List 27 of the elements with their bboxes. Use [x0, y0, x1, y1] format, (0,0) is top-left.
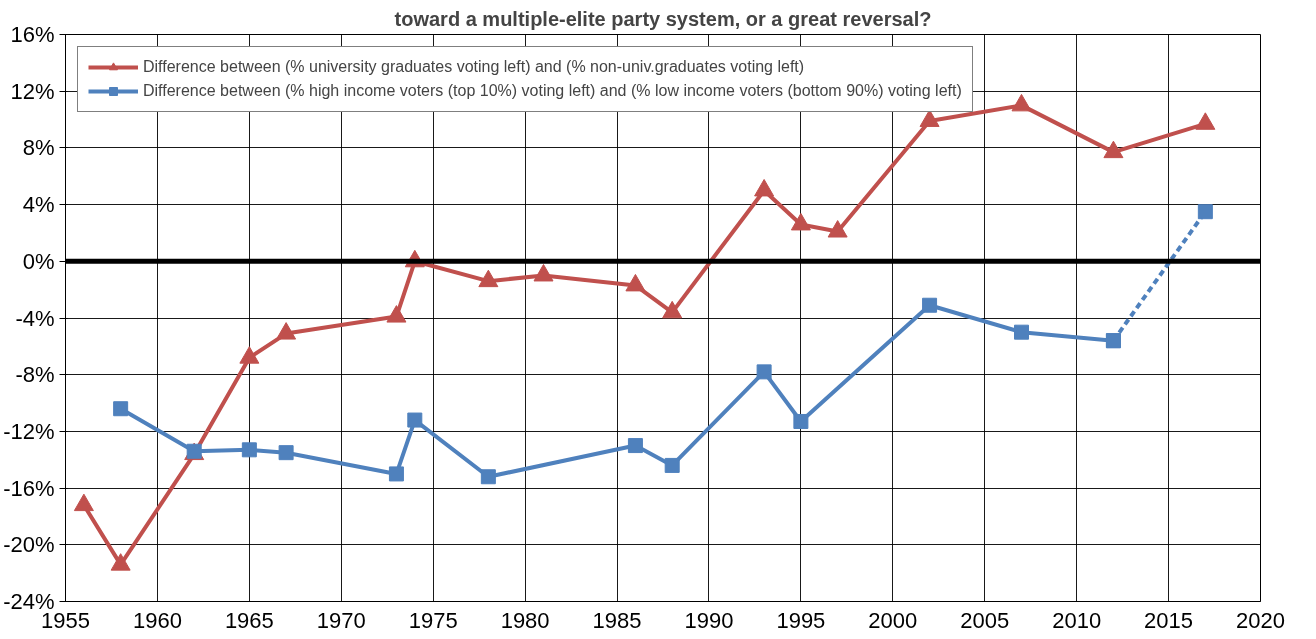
- legend-label: Difference between (% university graduates voting left) and (% non-univ.graduates voting left): [143, 58, 805, 76]
- legend-label: Difference between (% high income voters (top 10%) voting left) and (% low income voters (bottom 90%) voting left): [143, 82, 962, 100]
- y-tick-label: -12%: [3, 418, 55, 444]
- x-tick-label: 1985: [592, 607, 642, 633]
- y-tick-label: 0%: [22, 248, 55, 274]
- x-tick-label: 1990: [684, 607, 734, 633]
- y-tick-label: 8%: [22, 135, 55, 161]
- x-tick-label: 2010: [1052, 607, 1102, 633]
- y-tick-label: -20%: [3, 532, 55, 558]
- x-tick-label: 2005: [960, 607, 1010, 633]
- y-tick-label: 4%: [22, 192, 55, 218]
- y-tick-label: -4%: [15, 305, 55, 331]
- y-tick-label: -16%: [3, 475, 55, 501]
- x-tick-label: 1995: [776, 607, 826, 633]
- x-tick-label: 2015: [1144, 607, 1194, 633]
- x-tick-label: 1965: [224, 607, 274, 633]
- x-tick-label: 1975: [408, 607, 458, 633]
- x-tick-label: 1960: [132, 607, 182, 633]
- x-tick-label: 1970: [316, 607, 366, 633]
- y-tick-label: -8%: [15, 362, 55, 388]
- y-tick-label: 12%: [10, 78, 55, 104]
- chart-title: toward a multiple-elite party system, or a great reversal?: [394, 7, 932, 30]
- y-tick-label: -24%: [3, 589, 55, 614]
- x-tick-label: 2000: [868, 607, 918, 633]
- y-tick-label: 16%: [10, 22, 55, 47]
- x-tick-label: 1980: [500, 607, 550, 633]
- x-tick-label: 2020: [1236, 607, 1285, 633]
